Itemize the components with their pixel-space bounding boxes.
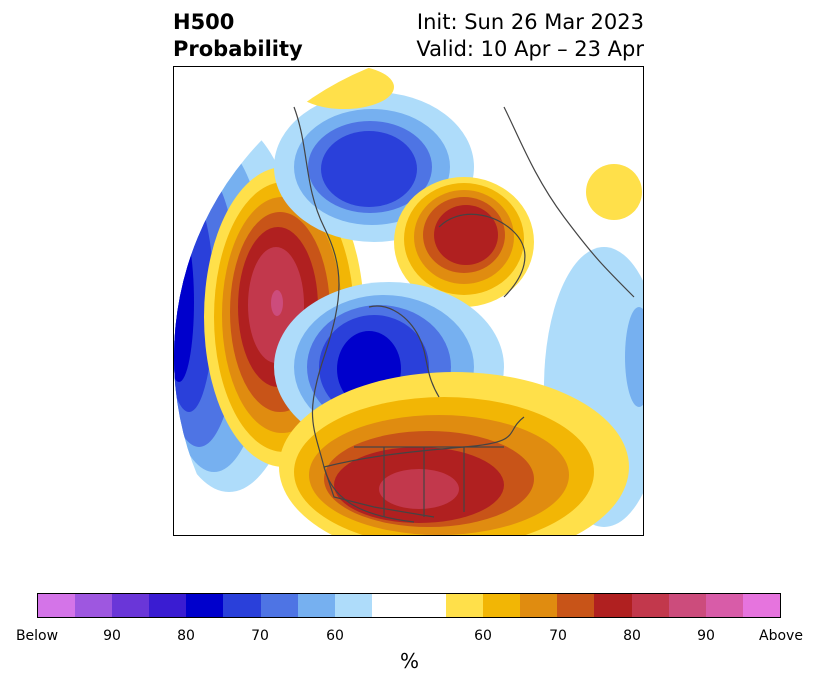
siberia-below-field xyxy=(274,92,474,242)
colorbar-below-seg-2 xyxy=(112,594,150,617)
init-date: Init: Sun 26 Mar 2023 xyxy=(416,10,644,34)
colorbar-tick-4: 60 xyxy=(326,628,344,644)
colorbar-tick-3: 70 xyxy=(251,628,269,644)
probability-map xyxy=(173,66,644,536)
colorbar-above-seg-6 xyxy=(668,594,706,617)
polar-map-svg xyxy=(174,67,643,535)
colorbar-tick-2: 80 xyxy=(177,628,195,644)
colorbar-below-seg-6 xyxy=(260,594,298,617)
title-probability: Probability xyxy=(173,37,303,61)
anomaly-fields xyxy=(174,67,643,535)
colorbar-tick-5: 60 xyxy=(474,628,492,644)
colorbar-below-seg-0 xyxy=(38,594,76,617)
coastlines xyxy=(293,106,635,523)
colorbar-below-seg-1 xyxy=(75,594,113,617)
colorbar-unit-label: % xyxy=(399,649,420,673)
europe-east-above-patch xyxy=(586,164,642,220)
colorbar-neutral-seg xyxy=(371,594,447,617)
colorbar-above-seg-0 xyxy=(446,594,484,617)
colorbar-tick-7: 80 xyxy=(623,628,641,644)
colorbar-above-seg-4 xyxy=(594,594,632,617)
colorbar-above-seg-5 xyxy=(631,594,669,617)
colorbar-below-seg-4 xyxy=(186,594,224,617)
colorbar-above-seg-2 xyxy=(520,594,558,617)
colorbar-below-seg-8 xyxy=(334,594,372,617)
map-title-variable: H500 Probability xyxy=(173,9,303,63)
asia-north-above-patch xyxy=(294,67,394,109)
valid-range: Valid: 10 Apr – 23 Apr xyxy=(416,37,644,61)
colorbar-below-seg-3 xyxy=(149,594,187,617)
colorbar-above-seg-3 xyxy=(557,594,595,617)
colorbar-tick-6: 70 xyxy=(549,628,567,644)
title-h500: H500 xyxy=(173,10,235,34)
colorbar-above-seg-8 xyxy=(742,594,780,617)
colorbar-above-seg-7 xyxy=(705,594,743,617)
colorbar-tick-8: 90 xyxy=(697,628,715,644)
colorbar-above-seg-1 xyxy=(483,594,521,617)
map-title-dates: Init: Sun 26 Mar 2023 Valid: 10 Apr – 23… xyxy=(416,9,644,63)
europe-above-field xyxy=(394,177,534,307)
usa-above-field xyxy=(279,372,629,535)
colorbar-tick-9: Above xyxy=(759,628,803,644)
colorbar-below-seg-5 xyxy=(223,594,261,617)
colorbar-tick-1: 90 xyxy=(103,628,121,644)
colorbar-tick-0: Below xyxy=(15,628,59,644)
colorbar-below-seg-7 xyxy=(297,594,335,617)
colorbar xyxy=(37,593,781,618)
